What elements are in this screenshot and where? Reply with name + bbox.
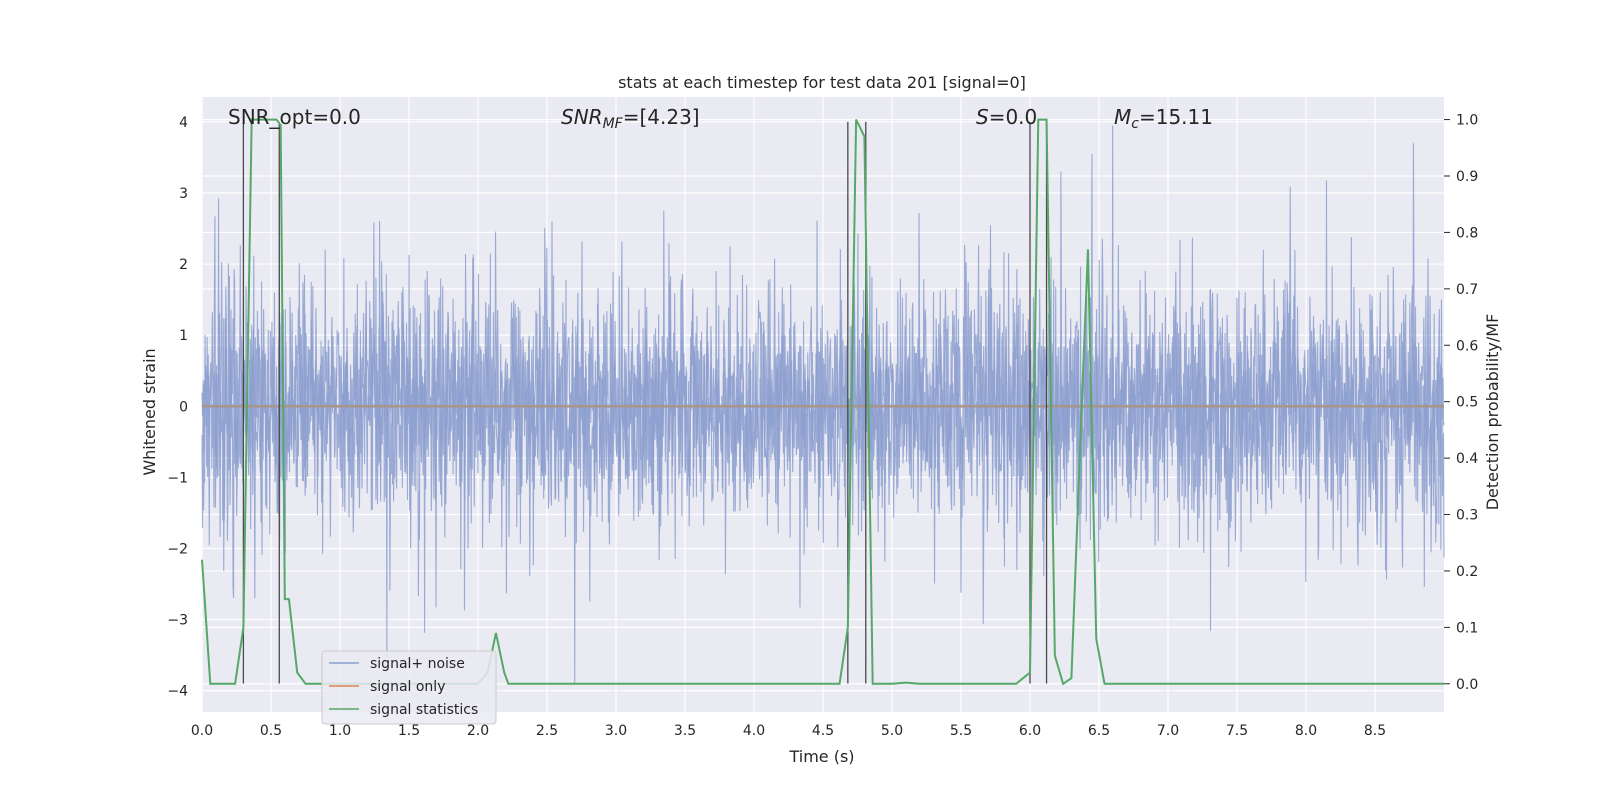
legend-label-signal-statistics: signal statistics [370, 702, 478, 718]
x-tick-label: 8.5 [1364, 723, 1386, 739]
legend: signal+ noise signal only signal statist… [321, 650, 497, 725]
y-left-tick-label: −1 [167, 470, 188, 486]
y-right-axis-label: Detection probability/MF [1483, 314, 1502, 511]
annotation-mc: Mc=15.11 [1114, 105, 1213, 132]
y-right-tick-label: 0.7 [1456, 282, 1478, 298]
legend-label-signal-only: signal only [370, 679, 445, 695]
y-left-tick-label: 0 [179, 399, 188, 415]
y-left-tick-label: 3 [179, 186, 188, 202]
x-axis-ticks: 0.0 0.5 1.0 1.5 2.0 2.5 3.0 3.5 4.0 4.5 5.0 5.5 6.0 6… [191, 723, 1386, 739]
y-left-tick-label: −3 [167, 613, 188, 629]
x-tick-label: 4.0 [743, 723, 765, 739]
y-left-tick-label: 4 [179, 115, 188, 131]
vertical-markers [242, 121, 1048, 684]
annotation-snr-mf: SNRMF=[4.23] [561, 105, 700, 132]
y-right-axis-ticks: 1.0 0.9 0.8 0.7 0.6 0.5 0.4 0.3 0.2 0.1 0.0 [1444, 113, 1478, 693]
legend-label-signal-noise: signal+ noise [370, 656, 465, 672]
x-tick-label: 0.0 [191, 723, 213, 739]
x-tick-label: 6.5 [1088, 723, 1110, 739]
x-tick-label: 3.0 [605, 723, 627, 739]
x-tick-label: 3.5 [674, 723, 696, 739]
y-right-tick-label: 0.3 [1456, 508, 1478, 524]
legend-box [321, 650, 497, 725]
signal-statistics-series [201, 118, 1444, 686]
x-tick-label: 5.5 [950, 723, 972, 739]
y-right-tick-label: 0.5 [1456, 395, 1478, 411]
x-tick-label: 8.0 [1295, 723, 1317, 739]
y-right-tick-label: 0.2 [1456, 564, 1478, 580]
annotation-s: S=0.0 [976, 105, 1037, 129]
x-tick-label: 5.0 [881, 723, 903, 739]
x-tick-label: 7.5 [1226, 723, 1248, 739]
y-right-tick-label: 0.9 [1456, 169, 1478, 185]
x-tick-label: 7.0 [1157, 723, 1179, 739]
y-right-tick-label: 0.6 [1456, 338, 1478, 354]
x-tick-label: 6.0 [1019, 723, 1041, 739]
x-tick-label: 4.5 [812, 723, 834, 739]
y-right-tick-label: 1.0 [1456, 113, 1478, 129]
x-tick-label: 1.0 [329, 723, 351, 739]
y-right-tick-label: 0.8 [1456, 225, 1478, 241]
y-left-axis-label: Whitened strain [140, 348, 159, 475]
x-tick-label: 1.5 [398, 723, 420, 739]
y-left-axis-ticks: 4 3 2 1 0 −1 −2 −3 −4 [167, 115, 188, 700]
x-axis-label: Time (s) [788, 747, 854, 766]
x-tick-label: 0.5 [260, 723, 282, 739]
chart-title: stats at each timestep for test data 201… [618, 73, 1026, 92]
x-tick-label: 2.0 [467, 723, 489, 739]
y-right-tick-label: 0.1 [1456, 620, 1478, 636]
y-right-tick-label: 0.0 [1456, 677, 1478, 693]
annotation-snr-opt: SNR_opt=0.0 [228, 105, 361, 129]
y-left-tick-label: −2 [167, 541, 188, 557]
signal-statistics-line [201, 118, 1444, 686]
x-tick-label: 2.5 [536, 723, 558, 739]
y-right-tick-label: 0.4 [1456, 451, 1478, 467]
y-left-tick-label: 1 [179, 328, 188, 344]
y-left-tick-label: 2 [179, 257, 188, 273]
y-left-tick-label: −4 [167, 684, 188, 700]
